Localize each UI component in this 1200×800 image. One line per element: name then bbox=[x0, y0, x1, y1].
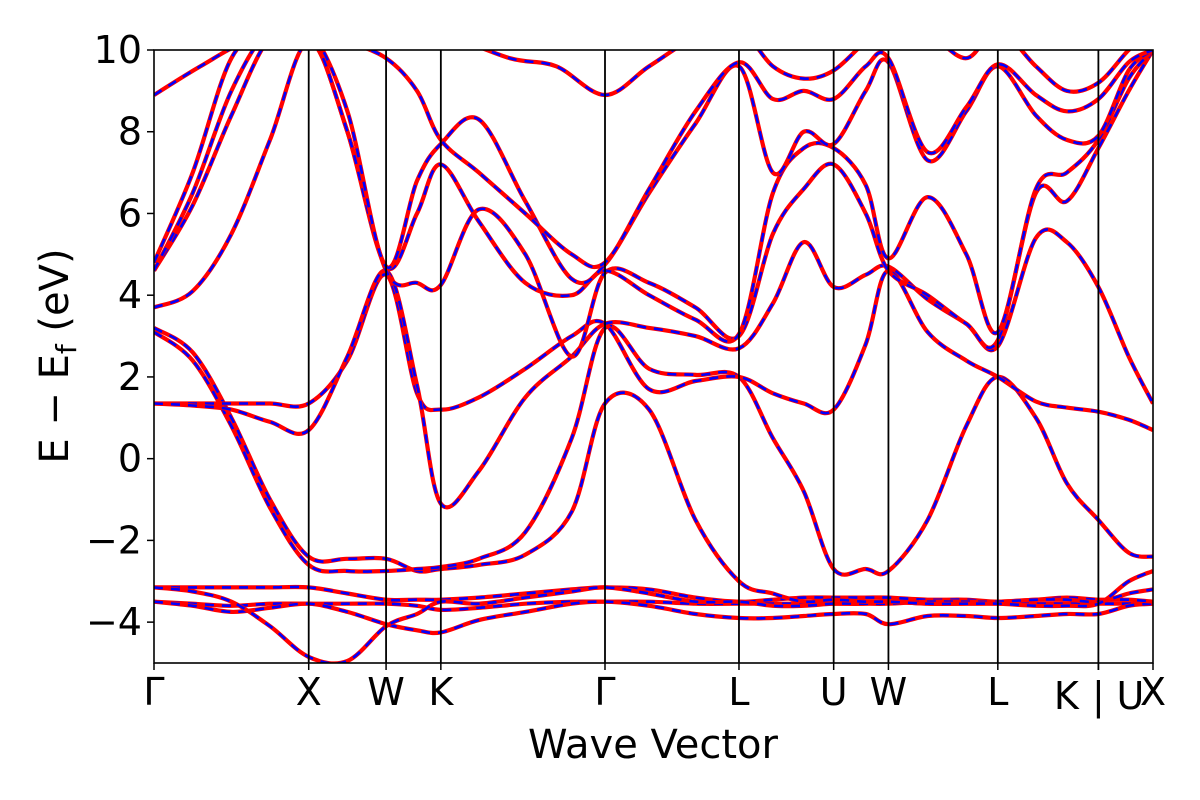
band-line-dashed bbox=[154, 600, 1153, 635]
x-tick-label: X bbox=[1140, 670, 1166, 714]
y-tick-label: 2 bbox=[118, 355, 142, 399]
x-tick-label: Γ bbox=[594, 670, 615, 714]
x-axis: Γ X W K Γ L U W L K | UX bbox=[143, 663, 1166, 719]
x-tick-label: W bbox=[367, 670, 405, 714]
x-tick-label: K bbox=[428, 670, 454, 714]
x-tick-label: U bbox=[1116, 674, 1144, 718]
x-tick-label: X bbox=[296, 670, 322, 714]
band-line-dashed bbox=[154, 324, 1153, 576]
band-line-dashed bbox=[154, 50, 1131, 97]
band-line-dashed bbox=[154, 586, 1153, 663]
y-tick-label: 0 bbox=[118, 437, 142, 481]
y-axis-title-subscript: f bbox=[50, 343, 83, 354]
plot-frame bbox=[153, 49, 1154, 664]
y-tick-label: −4 bbox=[86, 600, 142, 644]
x-axis-title: Wave Vector bbox=[528, 722, 779, 768]
bands-layer bbox=[154, 50, 1153, 663]
y-axis-title: E − Ef (eV) bbox=[32, 248, 83, 463]
y-tick-label: 10 bbox=[94, 28, 142, 72]
x-tick-label: | bbox=[1092, 674, 1105, 719]
y-tick-label: 8 bbox=[118, 110, 142, 154]
x-tick-label: Γ bbox=[143, 670, 164, 714]
plot-background bbox=[154, 50, 1153, 663]
band-line-dashed bbox=[154, 50, 1153, 343]
y-axis: 10 8 6 4 2 0 −2 −4 bbox=[86, 28, 154, 644]
kpoint-lines bbox=[307, 50, 1100, 663]
band-line-dashed bbox=[154, 228, 1153, 509]
y-tick-label: 6 bbox=[118, 191, 142, 235]
x-tick-label: U bbox=[820, 670, 848, 714]
x-tick-label: K bbox=[1054, 674, 1080, 718]
band-line-dashed bbox=[154, 50, 1153, 358]
x-tick-label: L bbox=[987, 670, 1008, 714]
x-tick-label: L bbox=[728, 670, 749, 714]
y-tick-label: 4 bbox=[118, 273, 142, 317]
y-tick-label: −2 bbox=[86, 518, 142, 562]
y-axis-title-main: E − E bbox=[32, 354, 78, 464]
x-tick-label: W bbox=[870, 670, 908, 714]
y-axis-title-unit: (eV) bbox=[32, 248, 78, 344]
